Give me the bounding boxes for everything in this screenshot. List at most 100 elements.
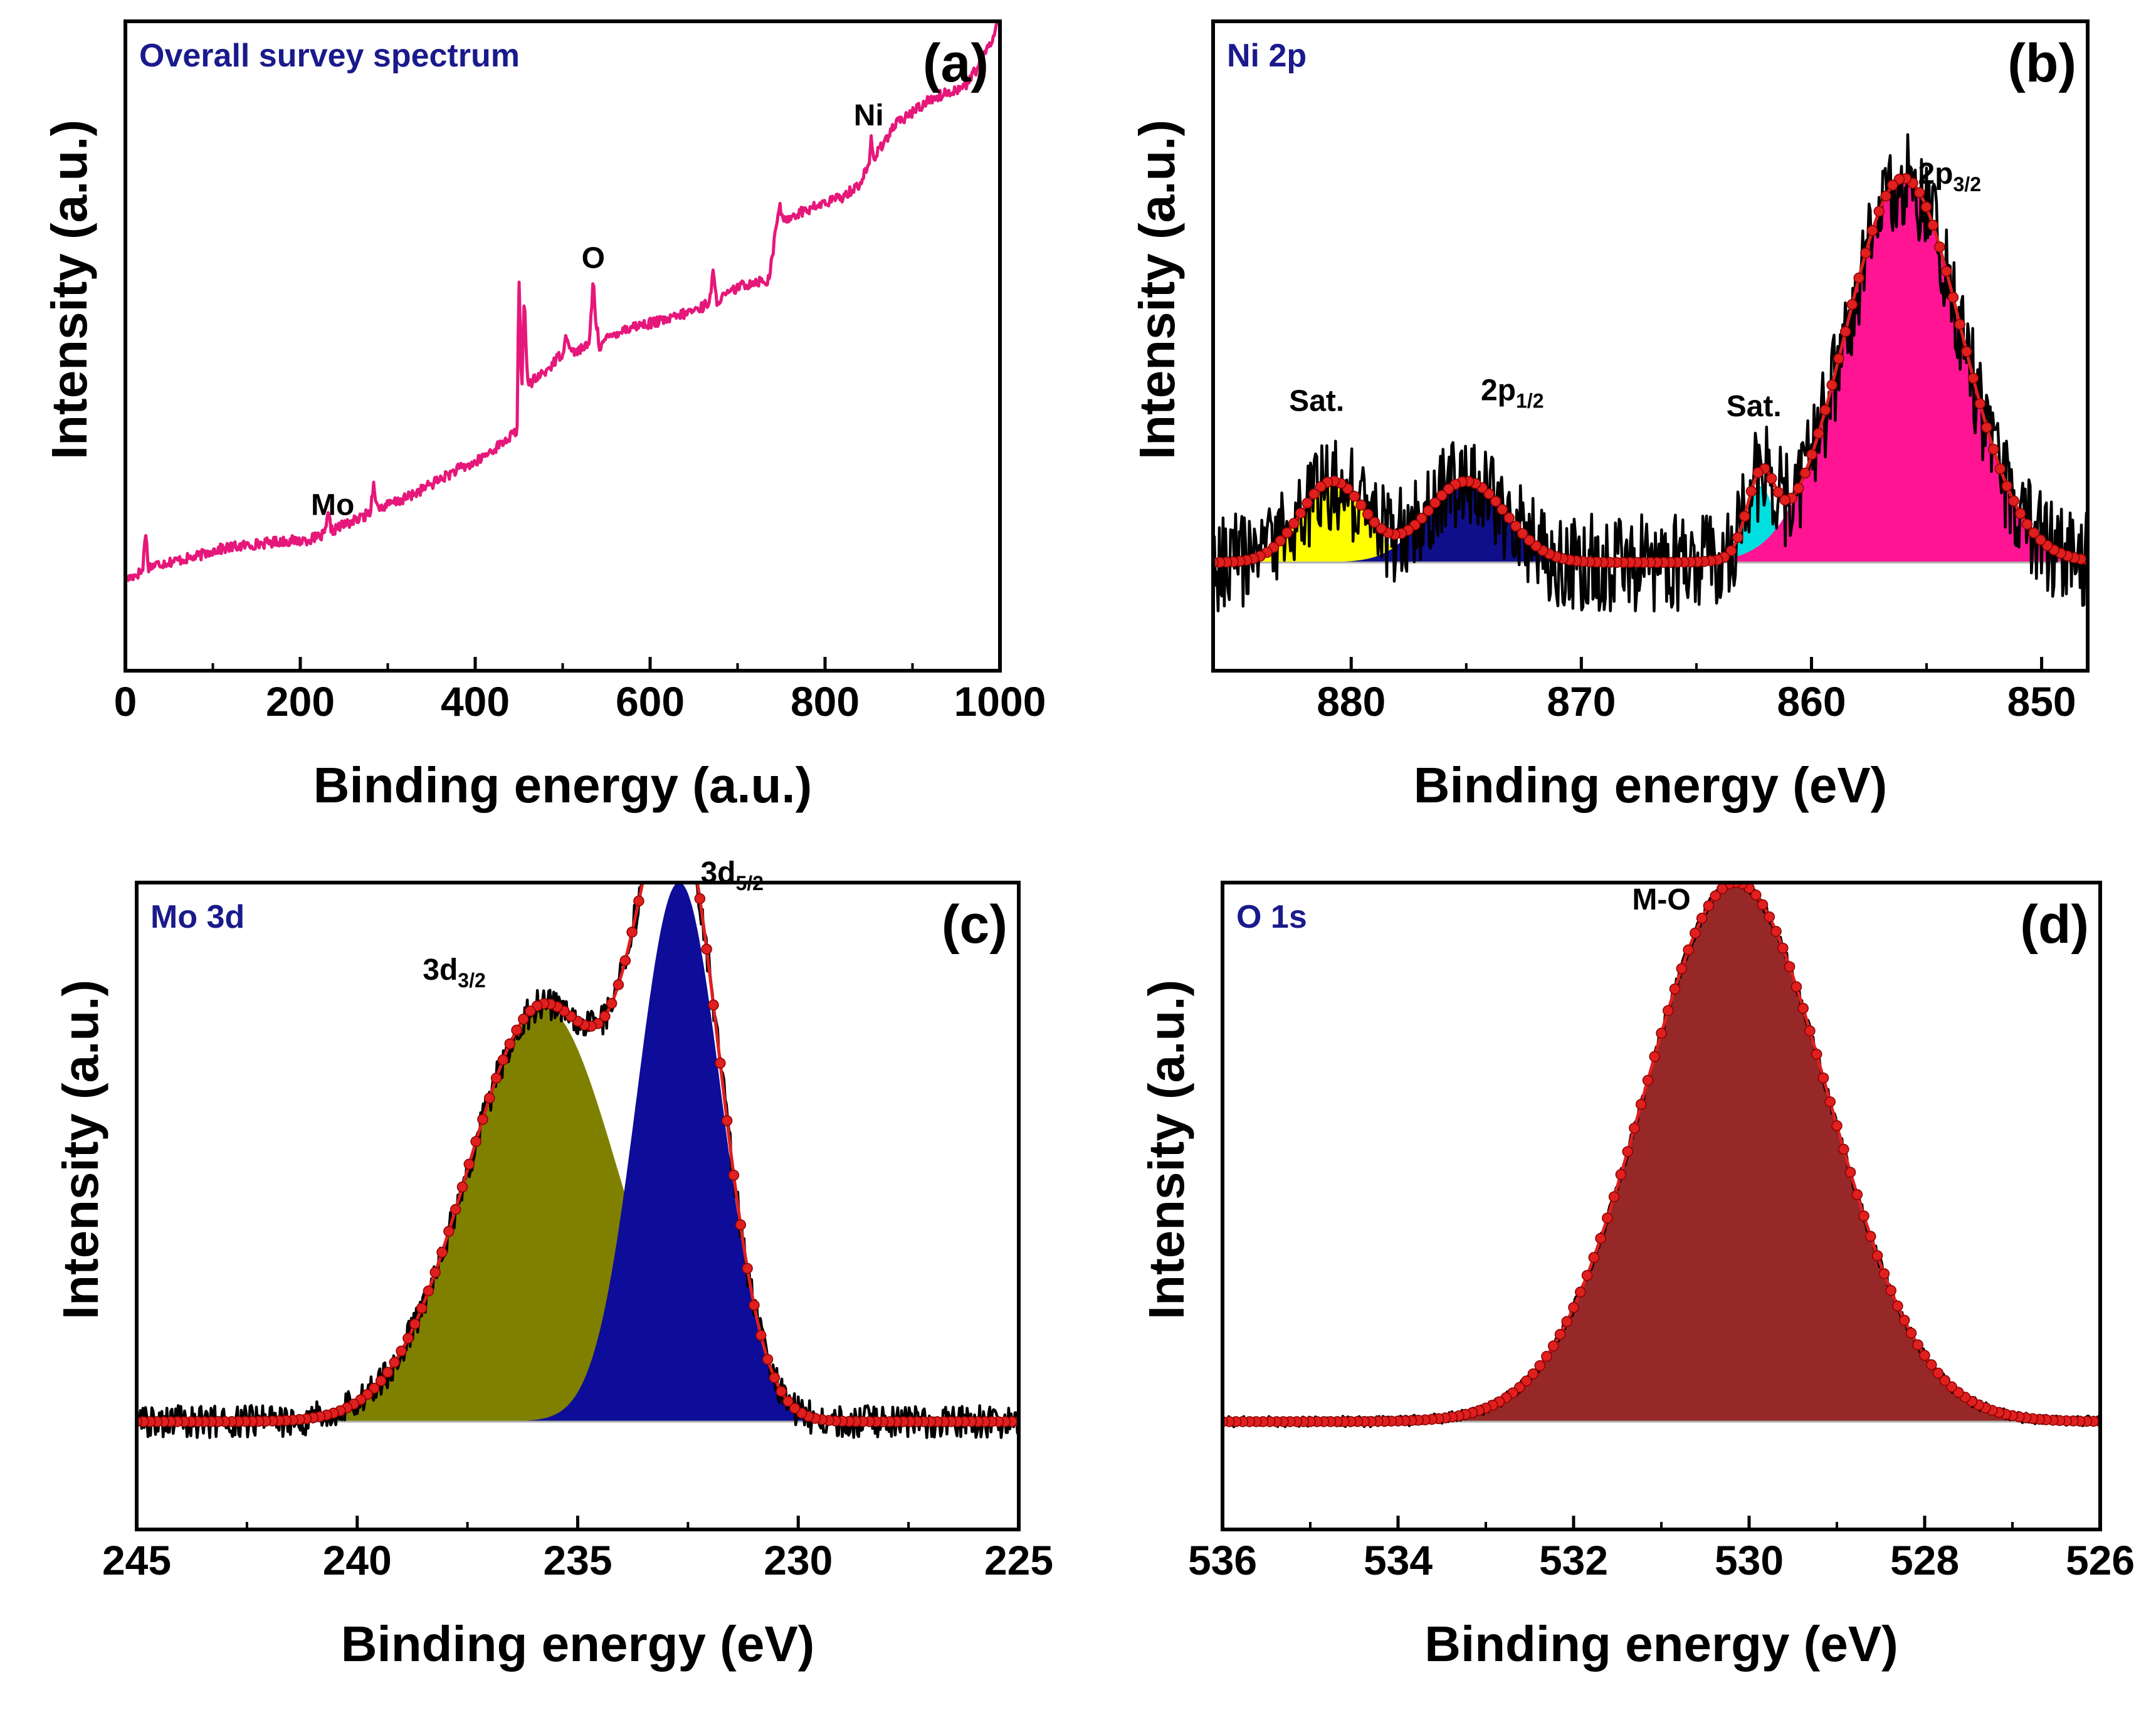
fit-point bbox=[1710, 890, 1721, 901]
panel-a-survey: 0 200 400 600 800 1000 Binding energy (a.u.) In… bbox=[41, 19, 1046, 813]
fit-point bbox=[1295, 508, 1307, 519]
x-axis-label: Binding energy (eV) bbox=[341, 1616, 815, 1672]
fit-point bbox=[1510, 520, 1522, 532]
x-tick-label: 536 bbox=[1188, 1537, 1257, 1583]
fit-point bbox=[715, 1057, 726, 1069]
fit-point bbox=[1846, 298, 1858, 310]
fit-point bbox=[1349, 490, 1360, 502]
fit-point bbox=[1947, 291, 1959, 303]
fit-point bbox=[1554, 1329, 1566, 1340]
fit-point bbox=[1288, 518, 1300, 529]
fit-point bbox=[389, 1356, 401, 1368]
fit-point bbox=[429, 1267, 441, 1278]
fit-point bbox=[1926, 1359, 1937, 1371]
peak-annotation: Sat. bbox=[1289, 385, 1344, 418]
peak-annotation: O bbox=[582, 242, 605, 275]
fit-point bbox=[1898, 1314, 1910, 1326]
fit-point bbox=[2035, 534, 2046, 546]
panel-b-ni2p: 880 870 860 850 Binding energy (eV) Intensity… bbox=[1129, 19, 2090, 813]
fit-point bbox=[755, 1330, 767, 1341]
x-tick-label: 850 bbox=[2007, 678, 2076, 725]
y-axis-label: Intensity (a.u.) bbox=[41, 120, 97, 459]
fit-point bbox=[1824, 1096, 1836, 1108]
fit-point bbox=[1817, 1072, 1829, 1084]
fit-point bbox=[701, 943, 712, 955]
fit-point bbox=[641, 864, 651, 874]
fit-point bbox=[1588, 1252, 1600, 1263]
fit-point bbox=[1838, 1143, 1849, 1155]
fit-point bbox=[789, 1402, 801, 1414]
fit-point bbox=[681, 819, 691, 829]
fit-point bbox=[396, 1345, 407, 1357]
fit-point bbox=[1696, 913, 1708, 924]
fit-point bbox=[409, 1318, 421, 1330]
x-axis-label: Binding energy (eV) bbox=[1424, 1616, 1898, 1672]
x-tick-label: 245 bbox=[102, 1537, 171, 1583]
fit-point bbox=[490, 1073, 502, 1084]
fit-point bbox=[1575, 1286, 1586, 1298]
fit-point bbox=[1871, 1250, 1883, 1261]
x-tick-label: 870 bbox=[1547, 678, 1616, 725]
x-tick-label: 800 bbox=[791, 678, 860, 725]
fit-point bbox=[1887, 179, 1898, 191]
x-tick-label: 400 bbox=[441, 678, 510, 725]
fit-point bbox=[1764, 911, 1775, 923]
fit-point bbox=[626, 926, 638, 938]
x-tick-label: 526 bbox=[2066, 1537, 2135, 1583]
fit-point bbox=[1811, 1049, 1822, 1060]
fit-point bbox=[1927, 219, 1938, 231]
peak-annotation: 2p3/2 bbox=[1918, 157, 1981, 196]
fit-point bbox=[1416, 513, 1428, 524]
peak-annotation: 3d5/2 bbox=[700, 856, 764, 894]
fit-point bbox=[1765, 473, 1777, 485]
fit-point bbox=[369, 1382, 380, 1394]
fit-point bbox=[1422, 505, 1434, 517]
fit-point bbox=[1523, 535, 1535, 546]
fit-point bbox=[1483, 488, 1495, 500]
fit-point bbox=[423, 1285, 434, 1297]
fit-point bbox=[477, 1113, 488, 1125]
fit-point bbox=[2021, 518, 2033, 530]
series-line-survey bbox=[125, 21, 999, 583]
x-tick-label: 600 bbox=[616, 678, 685, 725]
panel-c-mo3d: 245 240 235 230 225 Binding energy (eV) Intens… bbox=[53, 819, 1053, 1672]
panel-label: (d) bbox=[2020, 894, 2089, 955]
fit-point bbox=[1804, 1025, 1816, 1037]
fit-point bbox=[1934, 241, 1945, 253]
fit-point bbox=[1757, 899, 1769, 911]
plot-area bbox=[1223, 883, 2100, 1429]
fit-point bbox=[402, 1333, 414, 1344]
fit-point bbox=[518, 1014, 529, 1025]
fit-point bbox=[1362, 508, 1374, 520]
fit-point bbox=[1777, 942, 1789, 954]
fit-point bbox=[1750, 889, 1762, 901]
x-tick-label: 530 bbox=[1715, 1537, 1784, 1583]
fit-point bbox=[1905, 1328, 1917, 1339]
fit-point bbox=[599, 1010, 611, 1022]
fit-point bbox=[1784, 961, 1796, 972]
fit-point bbox=[1541, 1351, 1552, 1362]
fit-point bbox=[1690, 927, 1701, 939]
fit-point bbox=[735, 1219, 747, 1230]
panel-title: Mo 3d bbox=[150, 899, 245, 935]
peak-annotation: Sat. bbox=[1727, 390, 1782, 423]
fit-point bbox=[728, 1170, 740, 1181]
fit-point bbox=[1275, 535, 1286, 547]
fit-point bbox=[1826, 379, 1838, 391]
fit-point bbox=[694, 893, 706, 905]
plot-frame bbox=[1211, 19, 2090, 673]
fit-point bbox=[1595, 1232, 1606, 1244]
fit-point bbox=[1622, 1146, 1633, 1157]
fit-point bbox=[1663, 1005, 1674, 1016]
x-tick-label: 240 bbox=[323, 1537, 392, 1583]
fit-point bbox=[769, 1372, 781, 1383]
fit-point bbox=[1315, 481, 1327, 493]
fit-point bbox=[1892, 1300, 1903, 1312]
fit-point bbox=[1770, 926, 1782, 937]
fit-point bbox=[1429, 497, 1441, 508]
fit-point bbox=[1961, 346, 1972, 357]
fit-point bbox=[613, 979, 624, 990]
fit-point bbox=[648, 836, 658, 846]
x-tick-label: 532 bbox=[1539, 1537, 1608, 1583]
